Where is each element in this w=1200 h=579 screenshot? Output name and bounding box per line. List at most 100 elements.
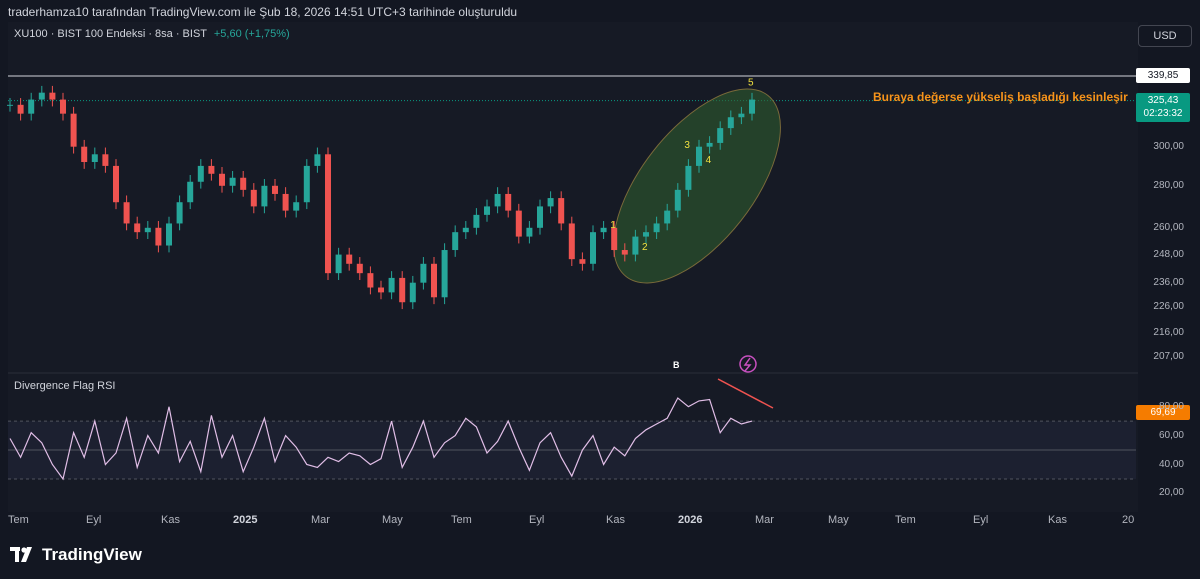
target-level-tag: 339,85 — [1136, 68, 1190, 83]
attribution-text: traderhamza10 tarafından TradingView.com… — [8, 5, 518, 19]
divergence-marker-label: B — [673, 360, 680, 370]
candle-body — [441, 250, 448, 298]
candle-body — [399, 277, 406, 303]
candle-body — [452, 232, 459, 251]
price-tick-label: 260,00 — [1153, 221, 1184, 233]
time-tick-label: 20 — [1122, 514, 1135, 526]
candle-body — [91, 154, 98, 163]
candle-body — [81, 146, 88, 163]
tradingview-logo[interactable]: TradingView — [10, 545, 142, 565]
price-tick-label: 216,00 — [1153, 326, 1184, 338]
brand-name: TradingView — [42, 545, 142, 564]
candle-body — [484, 206, 490, 215]
currency-button[interactable]: USD — [1138, 25, 1192, 47]
bar-countdown: 02:23:32 — [1143, 108, 1183, 119]
symbol-title: XU100 · BIST 100 Endeksi · 8sa · BIST — [14, 28, 207, 40]
candle-body — [727, 117, 734, 129]
candle-body — [749, 99, 755, 114]
candle-body — [738, 113, 745, 118]
candle-body — [706, 142, 713, 147]
price-tick-label: 207,00 — [1153, 351, 1184, 362]
time-tick-label: Mar — [311, 514, 330, 526]
candle-body — [17, 104, 24, 114]
time-tick-label: 2025 — [233, 514, 258, 526]
candle-body — [621, 250, 628, 255]
candle-body — [674, 189, 681, 211]
candle-body — [356, 263, 363, 274]
price-tick-label: 280,00 — [1153, 179, 1184, 191]
time-tick-label: May — [828, 514, 849, 526]
wave-label-1: 1 — [610, 220, 616, 231]
candle-body — [28, 99, 35, 114]
wave-label-3: 3 — [684, 140, 690, 151]
time-tick-label: Eyl — [973, 514, 989, 526]
candle-body — [60, 99, 66, 114]
indicator-title[interactable]: Divergence Flag RSI — [14, 380, 116, 392]
candle-body — [653, 223, 660, 233]
rsi-value-tag: 69,69 — [1136, 405, 1190, 420]
flash-icon-bolt — [743, 357, 752, 372]
candle-body — [282, 193, 289, 211]
candle-body — [420, 263, 427, 283]
candle-body — [229, 177, 236, 186]
rsi-tick-label: 80,00 — [1158, 400, 1184, 412]
time-tick-label: Kas — [161, 514, 180, 526]
footer — [0, 537, 1200, 579]
time-tick-label: Kas — [606, 514, 625, 526]
candle-body — [717, 128, 724, 143]
candle-body — [123, 202, 130, 224]
candle-body — [38, 92, 45, 100]
candle-body — [303, 165, 310, 203]
candle-body — [155, 227, 162, 246]
candle-body — [70, 113, 77, 147]
symbol-legend[interactable]: XU100 · BIST 100 Endeksi · 8sa · BIST +5… — [14, 28, 290, 40]
candle-body — [568, 223, 575, 260]
candle-body — [388, 277, 395, 293]
candle-body — [293, 202, 300, 211]
candle-body — [409, 282, 416, 303]
time-tick-label: Tem — [8, 514, 29, 526]
tradingview-logo-icon — [10, 547, 32, 562]
candle-body — [473, 214, 480, 228]
time-tick-label: Kas — [1048, 514, 1067, 526]
candle-body — [600, 227, 607, 233]
candle-body — [240, 177, 247, 190]
candle-body — [685, 165, 692, 190]
rsi-line — [9, 397, 753, 481]
candle-body — [134, 223, 141, 233]
candle-body — [378, 287, 384, 293]
candle-body — [176, 202, 183, 224]
price-tick-label: 236,00 — [1153, 276, 1184, 288]
wave-ellipse — [613, 88, 781, 284]
candle-body — [431, 263, 437, 298]
rsi-tick-label: 20,00 — [1158, 487, 1184, 499]
price-tick-label: 300,00 — [1153, 140, 1184, 152]
candle-body — [505, 193, 512, 211]
candle-body — [367, 273, 374, 288]
candle-body — [335, 254, 342, 274]
candle-body — [272, 185, 278, 194]
annotation-text[interactable]: Buraya değerse yükseliş başladığı kesinl… — [873, 90, 1128, 104]
time-tick-label: Mar — [755, 514, 774, 526]
candle-body — [250, 189, 257, 207]
wave-label-2: 2 — [642, 242, 648, 253]
rsi-tick-label: 60,00 — [1158, 429, 1184, 441]
candle-body — [494, 193, 501, 207]
time-tick-label: May — [382, 514, 403, 526]
price-tick-label: 226,00 — [1153, 301, 1184, 313]
candle-body — [611, 227, 618, 251]
wave-label-4: 4 — [706, 155, 712, 166]
price-tick-label: 248,00 — [1153, 248, 1184, 260]
candle-body — [261, 185, 268, 207]
candle-body — [219, 173, 225, 186]
candle-body — [579, 259, 586, 264]
candle-body — [113, 165, 119, 203]
time-tick-label: 2026 — [678, 514, 703, 526]
wave-label-5: 5 — [748, 78, 754, 89]
time-tick-label: Eyl — [529, 514, 545, 526]
time-tick-label: Eyl — [86, 514, 102, 526]
flash-icon — [739, 355, 757, 373]
divergence-line — [717, 378, 774, 409]
candle-body — [102, 154, 109, 166]
